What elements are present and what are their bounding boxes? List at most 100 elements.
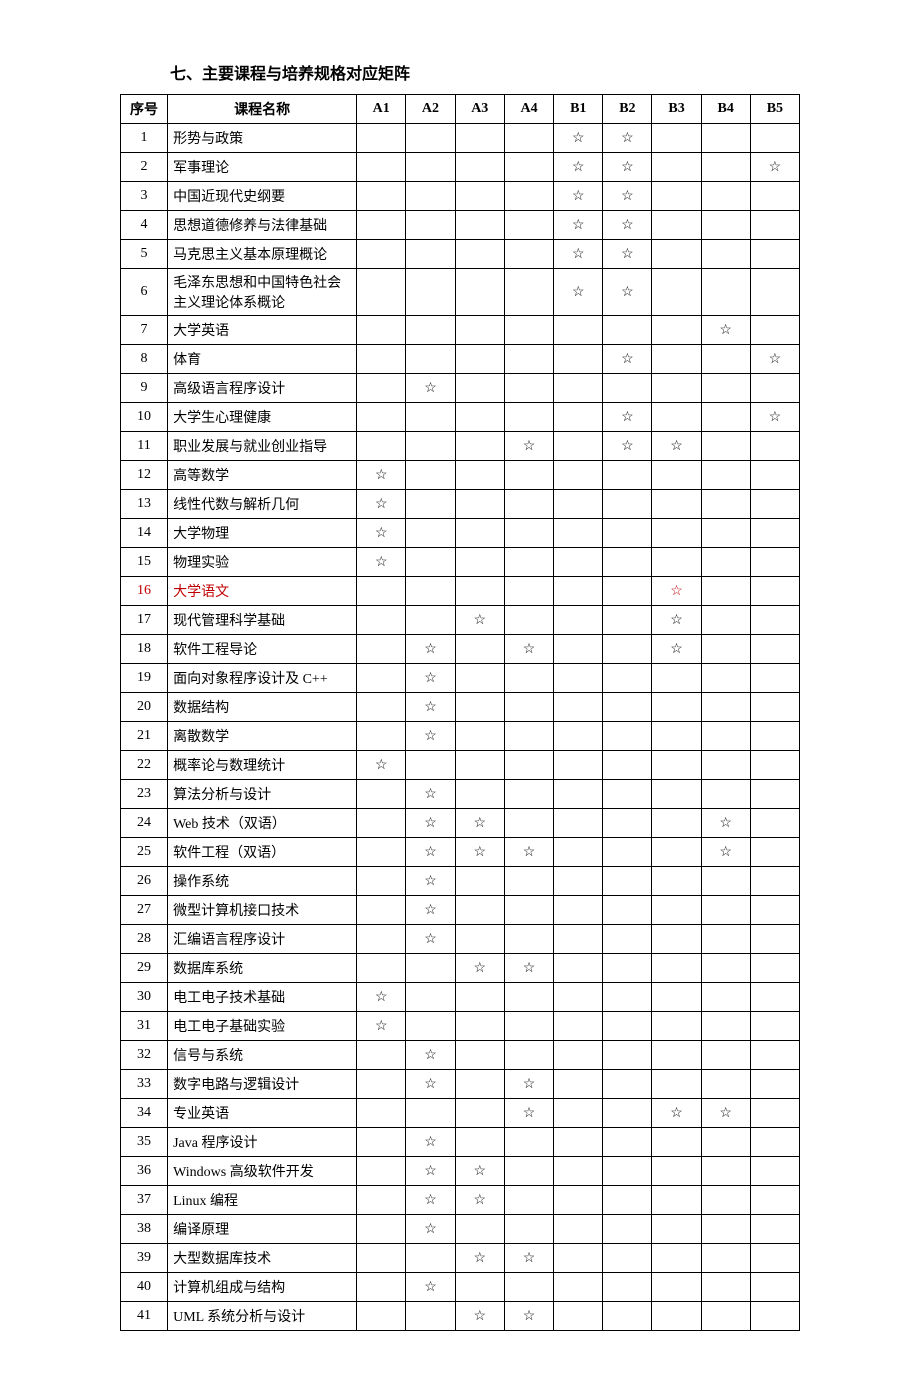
matrix-cell [750,577,799,606]
matrix-cell [701,240,750,269]
row-idx: 36 [121,1157,168,1186]
matrix-cell [701,664,750,693]
matrix-cell [455,519,504,548]
matrix-cell [504,403,553,432]
row-course-name: 思想道德修养与法律基础 [168,211,357,240]
matrix-cell [603,461,652,490]
row-course-name: 大学语文 [168,577,357,606]
matrix-cell [504,345,553,374]
matrix-cell: ☆ [357,461,406,490]
matrix-cell: ☆ [554,269,603,316]
row-idx: 17 [121,606,168,635]
matrix-cell [357,403,406,432]
matrix-cell [455,211,504,240]
matrix-cell [406,606,455,635]
row-idx: 11 [121,432,168,461]
matrix-cell [357,664,406,693]
matrix-cell [701,1244,750,1273]
matrix-cell: ☆ [455,1157,504,1186]
matrix-cell [357,1244,406,1273]
matrix-cell [357,1128,406,1157]
matrix-cell [504,693,553,722]
table-row: 12高等数学☆ [121,461,800,490]
row-course-name: 算法分析与设计 [168,780,357,809]
matrix-cell: ☆ [603,153,652,182]
matrix-cell [652,751,701,780]
matrix-cell [750,954,799,983]
matrix-cell: ☆ [357,751,406,780]
matrix-cell: ☆ [554,153,603,182]
row-idx: 13 [121,490,168,519]
matrix-cell [603,954,652,983]
table-row: 41UML 系统分析与设计☆☆ [121,1302,800,1331]
matrix-table: 序号 课程名称 A1 A2 A3 A4 B1 B2 B3 B4 B5 1形势与政… [120,94,800,1331]
matrix-cell: ☆ [406,635,455,664]
matrix-cell [701,519,750,548]
matrix-cell [504,240,553,269]
matrix-cell: ☆ [406,1273,455,1302]
matrix-cell [750,1215,799,1244]
row-idx: 1 [121,124,168,153]
row-idx: 7 [121,316,168,345]
matrix-cell: ☆ [406,925,455,954]
matrix-cell [357,124,406,153]
matrix-cell: ☆ [406,1128,455,1157]
matrix-cell: ☆ [652,606,701,635]
matrix-cell [455,896,504,925]
row-course-name: 物理实验 [168,548,357,577]
matrix-cell [455,182,504,211]
matrix-cell: ☆ [554,211,603,240]
row-course-name: 现代管理科学基础 [168,606,357,635]
matrix-cell: ☆ [603,211,652,240]
matrix-cell: ☆ [701,316,750,345]
matrix-cell [357,432,406,461]
matrix-cell [406,240,455,269]
matrix-cell [406,461,455,490]
row-idx: 23 [121,780,168,809]
matrix-cell [455,269,504,316]
table-row: 11职业发展与就业创业指导☆☆☆ [121,432,800,461]
matrix-cell [701,461,750,490]
row-course-name: Web 技术（双语） [168,809,357,838]
matrix-cell [554,1186,603,1215]
matrix-cell [603,1099,652,1128]
matrix-cell [701,751,750,780]
matrix-cell [750,1070,799,1099]
matrix-cell [455,548,504,577]
matrix-cell: ☆ [701,809,750,838]
matrix-cell [406,153,455,182]
matrix-cell [554,664,603,693]
matrix-cell [357,316,406,345]
matrix-cell [357,1070,406,1099]
row-idx: 41 [121,1302,168,1331]
row-idx: 2 [121,153,168,182]
matrix-cell [750,490,799,519]
matrix-cell [504,1128,553,1157]
matrix-cell [603,838,652,867]
table-row: 24Web 技术（双语）☆☆☆ [121,809,800,838]
matrix-cell [504,124,553,153]
matrix-cell [603,925,652,954]
matrix-cell [554,432,603,461]
matrix-cell [603,1302,652,1331]
matrix-cell: ☆ [357,548,406,577]
matrix-cell [455,867,504,896]
table-row: 17现代管理科学基础☆☆ [121,606,800,635]
matrix-cell [504,548,553,577]
matrix-cell [652,780,701,809]
matrix-cell [504,211,553,240]
table-row: 34专业英语☆☆☆ [121,1099,800,1128]
matrix-cell: ☆ [504,838,553,867]
matrix-cell [504,983,553,1012]
matrix-cell [554,1244,603,1273]
matrix-cell [504,751,553,780]
matrix-cell [750,1302,799,1331]
row-course-name: 高等数学 [168,461,357,490]
matrix-cell: ☆ [406,1041,455,1070]
matrix-cell [701,345,750,374]
matrix-cell [455,1215,504,1244]
matrix-cell: ☆ [603,240,652,269]
matrix-cell [603,751,652,780]
matrix-cell [455,722,504,751]
row-course-name: 电工电子技术基础 [168,983,357,1012]
